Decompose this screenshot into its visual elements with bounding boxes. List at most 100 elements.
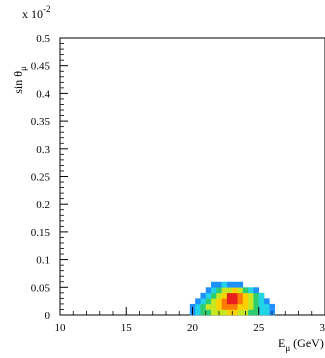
heatmap-cell xyxy=(200,303,207,310)
y-tick-label: 0.5 xyxy=(36,33,50,45)
heatmap-cell xyxy=(211,292,217,299)
x-tick-label: 20 xyxy=(187,322,199,334)
heatmap-cell xyxy=(248,287,254,294)
heatmap-cell xyxy=(195,298,201,305)
y-tick-label: 0.1 xyxy=(36,255,50,267)
heatmap-cell xyxy=(237,287,244,294)
y-tick-label: 0.15 xyxy=(31,227,51,239)
heatmap-cell xyxy=(237,303,244,310)
heatmap-cell xyxy=(253,309,260,316)
heatmap-cell xyxy=(216,292,222,299)
heatmap-cell xyxy=(226,281,233,288)
heatmap-cell xyxy=(253,292,260,299)
heatmap-cell xyxy=(269,303,275,310)
heatmap-cell xyxy=(211,309,217,316)
x-axis-label: Eμ (GeV) xyxy=(278,336,324,353)
x-axis-label-sub: μ xyxy=(285,343,290,353)
heatmap-cell xyxy=(221,292,228,299)
heatmap-cell xyxy=(221,287,228,294)
y-axis-label-base: sin θ xyxy=(11,71,25,94)
heatmap-cell xyxy=(264,309,270,316)
heatmap-cell xyxy=(253,298,260,305)
heatmap-cell xyxy=(232,281,238,288)
y-axis-label: sin θμ xyxy=(11,66,28,94)
x-axis-ticks: 10 15 20 25 30 xyxy=(55,307,325,334)
heatmap-cell xyxy=(232,292,238,299)
y-tick-label: 0.25 xyxy=(31,172,51,184)
y-axis-ticks: 0 0.05 0.1 0.15 0.2 0.25 0.3 0.35 0.4 0.45 0.5 xyxy=(31,33,68,322)
heatmap-cell xyxy=(258,309,265,316)
heatmap-cell xyxy=(200,309,207,316)
heatmap-cell xyxy=(200,298,207,305)
heatmap-cell xyxy=(232,303,238,310)
y-tick-label: 0.3 xyxy=(36,144,50,156)
heatmap-cell xyxy=(248,298,254,305)
heatmap-cell xyxy=(221,281,228,288)
x-axis-label-suffix: (GeV) xyxy=(290,336,324,350)
x-tick-label: 30 xyxy=(320,322,325,334)
heatmap-cell xyxy=(242,292,249,299)
heatmap-cell xyxy=(237,309,244,316)
heatmap-cell xyxy=(205,303,212,310)
heatmap-cell xyxy=(216,298,222,305)
y-multiplier-exp: -2 xyxy=(43,4,51,14)
x-tick-label: 25 xyxy=(253,322,265,334)
x-tick-label: 10 xyxy=(55,322,67,334)
x-axis-label-base: E xyxy=(278,336,285,350)
y-tick-label: 0.4 xyxy=(36,88,50,100)
heatmap-cell xyxy=(242,287,249,294)
heatmap-cell xyxy=(258,292,265,299)
heatmap-cell xyxy=(211,303,217,310)
heatmap-cell xyxy=(248,292,254,299)
heatmap-cell xyxy=(237,292,244,299)
y-axis-label-sub: μ xyxy=(18,66,28,71)
heatmap-cell xyxy=(226,292,233,299)
heatmap-cell xyxy=(216,287,222,294)
heatmap-cell xyxy=(258,298,265,305)
heatmap-cell xyxy=(237,281,244,288)
heatmap-cell xyxy=(195,309,201,316)
y-tick-label: 0.45 xyxy=(31,61,51,73)
heatmap-cell xyxy=(221,298,228,305)
heatmap-cell xyxy=(232,309,238,316)
heatmap-cell xyxy=(242,298,249,305)
heatmap-cell xyxy=(221,303,228,310)
heatmap-cell xyxy=(226,303,233,310)
heatmap-cell xyxy=(216,281,222,288)
x-tick-label: 15 xyxy=(121,322,133,334)
heatmap-cell xyxy=(264,298,270,305)
heatmap-cell xyxy=(226,298,233,305)
heatmap-cell xyxy=(211,287,217,294)
heatmap-cell xyxy=(221,309,228,316)
y-tick-label: 0.05 xyxy=(31,282,51,294)
heatmap-cell xyxy=(264,303,270,310)
heatmap-cell xyxy=(248,309,254,316)
heatmap-cell xyxy=(211,298,217,305)
heatmap-cell xyxy=(205,292,212,299)
heatmap-cell xyxy=(205,309,212,316)
heatmap-cell xyxy=(211,281,217,288)
heatmap-cell xyxy=(205,298,212,305)
heatmap-cell xyxy=(253,303,260,310)
heatmap-cell xyxy=(226,287,233,294)
heatmap-cell xyxy=(232,287,238,294)
heatmap-cell xyxy=(248,303,254,310)
heatmap-cell xyxy=(216,303,222,310)
heatmap-cell xyxy=(200,292,207,299)
heatmap-cell xyxy=(253,287,260,294)
plot-frame xyxy=(59,37,325,316)
heatmap-cell xyxy=(226,309,233,316)
heatmap-cell xyxy=(189,303,196,310)
heatmap-cell xyxy=(237,298,244,305)
y-multiplier-label: x 10-2 xyxy=(22,4,51,21)
heatmap-cell xyxy=(242,303,249,310)
heatmap-cell xyxy=(232,298,238,305)
heatmap-cell xyxy=(195,303,201,310)
heatmap-cell xyxy=(205,287,212,294)
y-tick-label: 0.35 xyxy=(31,116,51,128)
y-tick-label: 0.2 xyxy=(36,199,50,211)
heatmap-cell xyxy=(258,303,265,310)
y-multiplier-base: x 10 xyxy=(22,7,43,21)
y-tick-label: 0 xyxy=(45,310,51,322)
